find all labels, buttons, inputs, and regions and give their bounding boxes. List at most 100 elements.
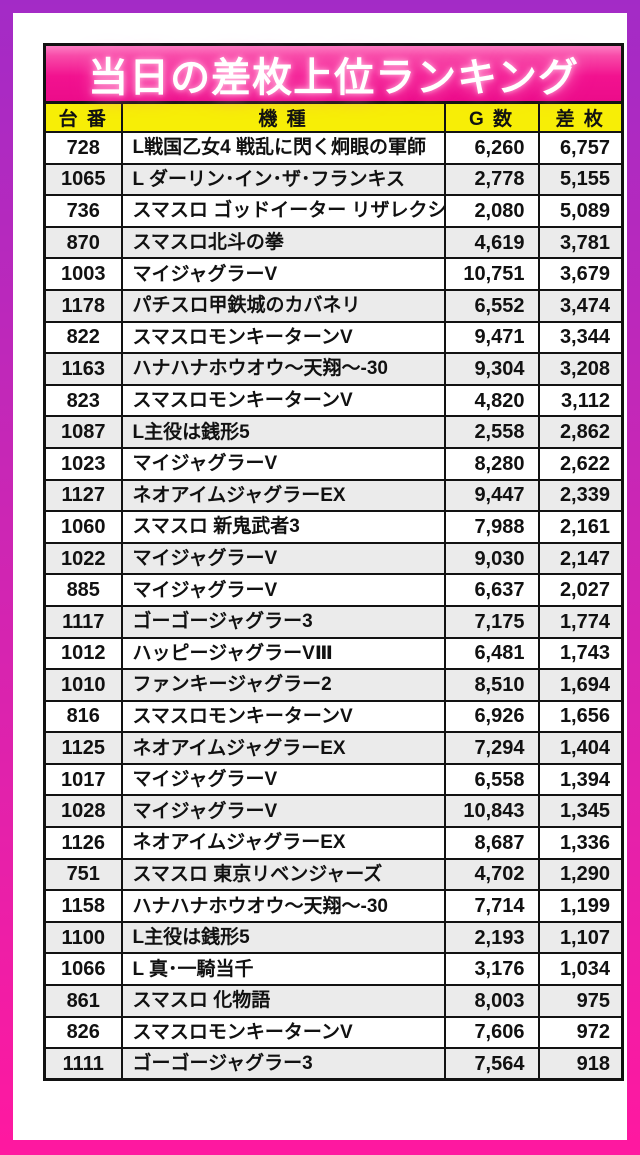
table-row: 870 スマスロ北斗の拳 4,619 3,781 (43, 225, 624, 260)
table-row: 1125 ネオアイムジャグラーEX 7,294 1,404 (43, 731, 624, 765)
cell-machine-number: 1012 (43, 636, 123, 671)
table-row: 826 スマスロモンキーターンV 7,606 972 (43, 1015, 624, 1050)
table-row: 1012 ハッピージャグラーVⅢ 6,481 1,743 (43, 636, 624, 671)
table-row: 1066 L 真･一騎当千 3,176 1,034 (43, 952, 624, 987)
table-row: 1023 マイジャグラーV 8,280 2,622 (43, 446, 624, 481)
cell-machine-number: 751 (43, 857, 123, 892)
cell-model-name: スマスロ 新鬼武者3 (120, 510, 446, 544)
cell-game-count: 8,510 (443, 668, 540, 702)
cell-medal-diff: 1,107 (537, 920, 624, 955)
table-row: 816 スマスロモンキーターンV 6,926 1,656 (43, 699, 624, 734)
cell-game-count: 8,280 (443, 446, 540, 481)
cell-machine-number: 1003 (43, 257, 123, 291)
table-row: 1127 ネオアイムジャグラーEX 9,447 2,339 (43, 478, 624, 513)
cell-model-name: L戦国乙女4 戦乱に閃く炯眼の軍師 (120, 131, 446, 165)
cell-medal-diff: 1,656 (537, 699, 624, 734)
cell-machine-number: 1065 (43, 162, 123, 197)
cell-medal-diff: 2,862 (537, 415, 624, 449)
cell-game-count: 7,988 (443, 510, 540, 544)
column-header-model: 機 種 (120, 101, 446, 133)
cell-model-name: ネオアイムジャグラーEX (120, 731, 446, 765)
cell-machine-number: 826 (43, 1015, 123, 1050)
cell-machine-number: 1023 (43, 446, 123, 481)
cell-machine-number: 1066 (43, 952, 123, 987)
column-header-game-count: G 数 (443, 101, 540, 133)
cell-machine-number: 885 (43, 573, 123, 607)
cell-model-name: ファンキージャグラー2 (120, 668, 446, 702)
cell-game-count: 4,619 (443, 225, 540, 260)
cell-game-count: 4,820 (443, 383, 540, 418)
cell-machine-number: 822 (43, 320, 123, 355)
cell-game-count: 8,687 (443, 826, 540, 860)
page-title: 当日の差枚上位ランキング (88, 55, 579, 100)
cell-machine-number: 1100 (43, 920, 123, 955)
table-row: 1060 スマスロ 新鬼武者3 7,988 2,161 (43, 510, 624, 544)
cell-game-count: 10,751 (443, 257, 540, 291)
cell-game-count: 7,175 (443, 604, 540, 639)
cell-medal-diff: 1,345 (537, 794, 624, 829)
table-row: 1117 ゴーゴージャグラー3 7,175 1,774 (43, 604, 624, 639)
cell-medal-diff: 6,757 (537, 131, 624, 165)
cell-model-name: L主役は銭形5 (120, 415, 446, 449)
cell-machine-number: 728 (43, 131, 123, 165)
cell-model-name: ハッピージャグラーVⅢ (120, 636, 446, 671)
cell-machine-number: 736 (43, 194, 123, 228)
cell-game-count: 2,558 (443, 415, 540, 449)
cell-medal-diff: 3,679 (537, 257, 624, 291)
cell-machine-number: 1127 (43, 478, 123, 513)
cell-medal-diff: 5,155 (537, 162, 624, 197)
cell-machine-number: 1060 (43, 510, 123, 544)
cell-game-count: 8,003 (443, 984, 540, 1018)
cell-machine-number: 1028 (43, 794, 123, 829)
cell-game-count: 2,778 (443, 162, 540, 197)
table-row: 822 スマスロモンキーターンV 9,471 3,344 (43, 320, 624, 355)
cell-machine-number: 816 (43, 699, 123, 734)
cell-medal-diff: 2,161 (537, 510, 624, 544)
cell-medal-diff: 2,147 (537, 541, 624, 576)
cell-machine-number: 1163 (43, 352, 123, 386)
cell-medal-diff: 3,474 (537, 288, 624, 323)
table-row: 823 スマスロモンキーターンV 4,820 3,112 (43, 383, 624, 418)
ranking-table-body: 728 L戦国乙女4 戦乱に閃く炯眼の軍師 6,260 6,757 1065 L… (43, 131, 624, 1081)
table-row: 1178 パチスロ甲鉄城のカバネリ 6,552 3,474 (43, 288, 624, 323)
cell-model-name: L ダーリン･イン･ザ･フランキス (120, 162, 446, 197)
cell-medal-diff: 972 (537, 1015, 624, 1050)
cell-model-name: マイジャグラーV (120, 573, 446, 607)
table-row: 1100 L主役は銭形5 2,193 1,107 (43, 920, 624, 955)
cell-game-count: 7,294 (443, 731, 540, 765)
cell-model-name: マイジャグラーV (120, 762, 446, 797)
table-row: 1003 マイジャグラーV 10,751 3,679 (43, 257, 624, 291)
table-row: 885 マイジャグラーV 6,637 2,027 (43, 573, 624, 607)
cell-machine-number: 861 (43, 984, 123, 1018)
cell-machine-number: 1111 (43, 1047, 123, 1081)
cell-game-count: 9,447 (443, 478, 540, 513)
table-row: 1010 ファンキージャグラー2 8,510 1,694 (43, 668, 624, 702)
ranking-board: 当日の差枚上位ランキング 台 番 機 種 G 数 差 枚 728 L戦国乙女4 (43, 43, 624, 1082)
cell-game-count: 9,304 (443, 352, 540, 386)
cell-model-name: L 真･一騎当千 (120, 952, 446, 987)
table-row: 1163 ハナハナホウオウ～天翔～-30 9,304 3,208 (43, 352, 624, 386)
cell-medal-diff: 2,027 (537, 573, 624, 607)
cell-machine-number: 1117 (43, 604, 123, 639)
cell-model-name: スマスロ 化物語 (120, 984, 446, 1018)
cell-game-count: 7,714 (443, 889, 540, 923)
cell-medal-diff: 1,336 (537, 826, 624, 860)
cell-medal-diff: 1,290 (537, 857, 624, 892)
cell-game-count: 6,926 (443, 699, 540, 734)
cell-medal-diff: 975 (537, 984, 624, 1018)
cell-medal-diff: 3,112 (537, 383, 624, 418)
cell-model-name: ハナハナホウオウ～天翔～-30 (120, 889, 446, 923)
header-row: 台 番 機 種 G 数 差 枚 (43, 101, 624, 133)
cell-machine-number: 1126 (43, 826, 123, 860)
table-row: 1126 ネオアイムジャグラーEX 8,687 1,336 (43, 826, 624, 860)
cell-model-name: パチスロ甲鉄城のカバネリ (120, 288, 446, 323)
title-banner: 当日の差枚上位ランキング (43, 43, 624, 101)
cell-model-name: スマスロモンキーターンV (120, 383, 446, 418)
ranking-table: 台 番 機 種 G 数 差 枚 728 L戦国乙女4 戦乱に閃く炯眼の軍師 6,… (43, 101, 624, 1082)
cell-machine-number: 1010 (43, 668, 123, 702)
cell-medal-diff: 1,743 (537, 636, 624, 671)
cell-medal-diff: 5,089 (537, 194, 624, 228)
cell-medal-diff: 1,199 (537, 889, 624, 923)
cell-game-count: 6,637 (443, 573, 540, 607)
cell-game-count: 7,606 (443, 1015, 540, 1050)
